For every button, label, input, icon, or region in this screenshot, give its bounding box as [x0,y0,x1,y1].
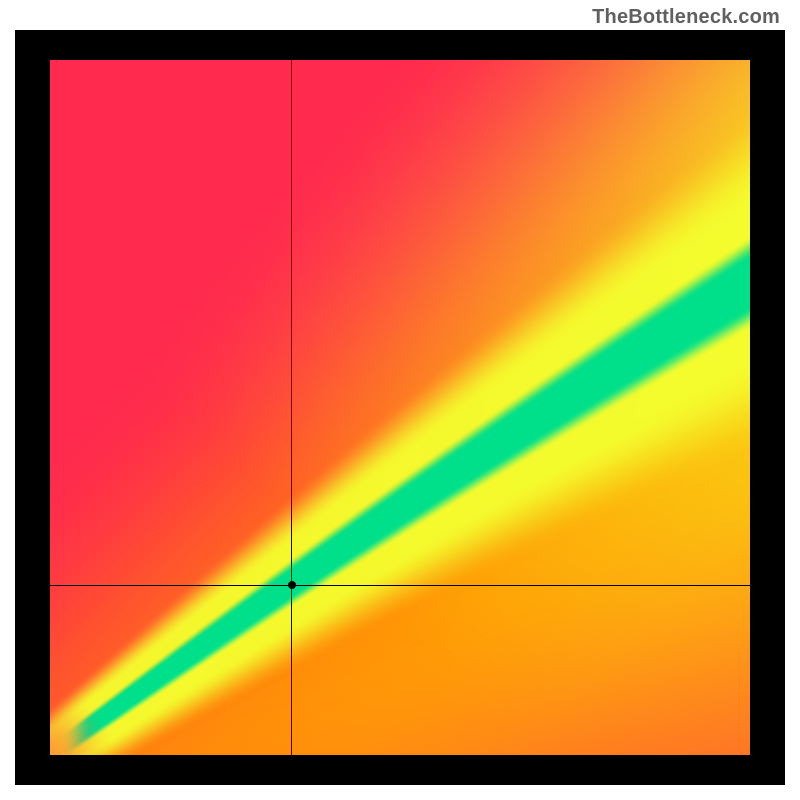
crosshair-vertical [291,60,292,755]
chart-frame [15,30,785,785]
chart-container: TheBottleneck.com [0,0,800,800]
heatmap-plot [50,60,750,755]
crosshair-horizontal [50,585,750,586]
heatmap-canvas [50,60,750,755]
crosshair-marker [288,581,296,589]
watermark-text: TheBottleneck.com [592,6,780,29]
